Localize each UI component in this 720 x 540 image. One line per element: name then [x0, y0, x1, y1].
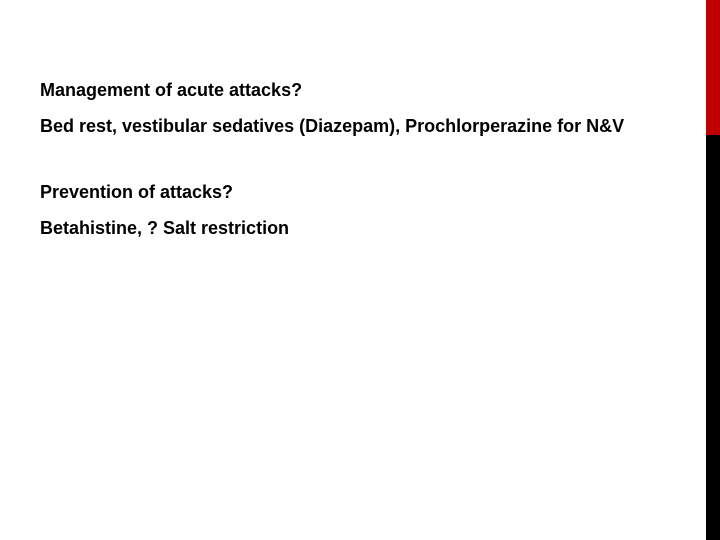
slide-content: Management of acute attacks? Bed rest, v…	[40, 80, 660, 285]
accent-bar-bottom	[706, 135, 720, 540]
accent-bar	[706, 0, 720, 540]
section-body: Betahistine, ? Salt restriction	[40, 217, 660, 240]
section-heading: Prevention of attacks?	[40, 182, 660, 203]
section-body: Bed rest, vestibular sedatives (Diazepam…	[40, 115, 660, 138]
section-heading: Management of acute attacks?	[40, 80, 660, 101]
accent-bar-top	[706, 0, 720, 135]
